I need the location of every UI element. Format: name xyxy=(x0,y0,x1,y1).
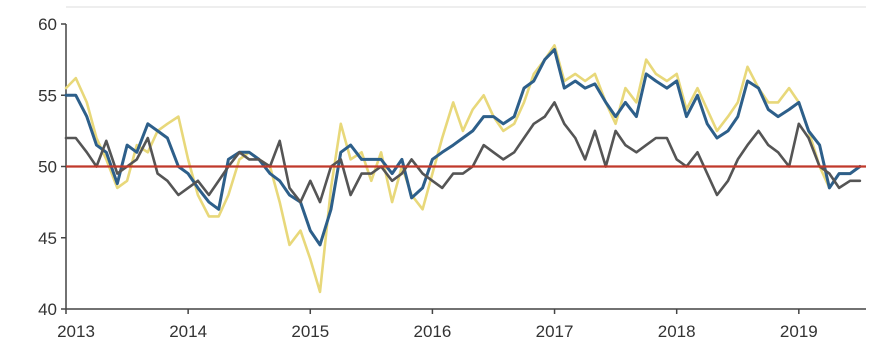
series-line-grey xyxy=(64,101,862,204)
y-tick-label: 45 xyxy=(38,229,57,248)
x-tick-label: 2019 xyxy=(780,322,818,341)
x-tick-label: 2016 xyxy=(413,322,451,341)
y-tick-label: 40 xyxy=(38,300,57,319)
y-tick-label: 55 xyxy=(38,86,57,105)
x-tick-label: 2014 xyxy=(169,322,207,341)
series-lines xyxy=(64,44,862,294)
y-tick-label: 60 xyxy=(38,15,57,34)
x-tick-label: 2013 xyxy=(57,322,95,341)
x-tick-label: 2017 xyxy=(536,322,574,341)
axes xyxy=(61,6,866,314)
x-tick-label: 2018 xyxy=(658,322,696,341)
x-tick-label: 2015 xyxy=(291,322,329,341)
y-tick-label: 50 xyxy=(38,158,57,177)
series-line-yellow xyxy=(64,44,862,294)
series-line-blue xyxy=(64,48,862,247)
tick-labels: 40 45 50 55 60 2013 2014 2015 2016 2017 2018 2019 xyxy=(38,15,818,341)
